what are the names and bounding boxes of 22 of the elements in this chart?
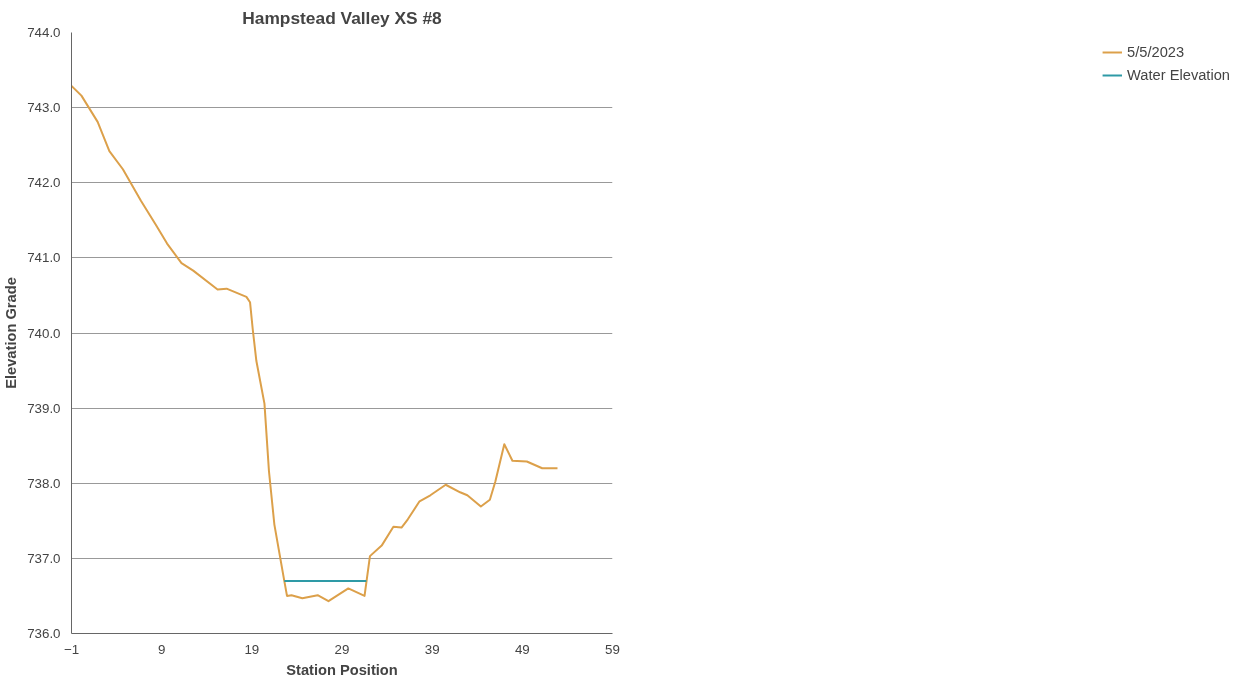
x-tick-label: 59 <box>605 641 620 657</box>
x-tick-label: 29 <box>334 641 350 657</box>
y-axis-title: Elevation Grade <box>3 277 20 389</box>
x-tick-label: 49 <box>514 641 530 657</box>
y-tick-label: 740.0 <box>27 325 61 341</box>
y-tick-label: 741.0 <box>27 250 61 266</box>
x-tick-label: −1 <box>63 641 80 657</box>
x-tick-label: 39 <box>424 641 440 657</box>
y-tick-label: 737.0 <box>27 550 61 566</box>
y-tick-label: 736.0 <box>27 626 61 641</box>
y-tick-label: 739.0 <box>27 400 61 416</box>
line-series <box>71 84 559 603</box>
x-tick-label: 19 <box>244 641 260 657</box>
y-tick-label: 738.0 <box>27 475 61 491</box>
legend-label: Water Elevation <box>1127 67 1230 83</box>
y-tick-label: 744.0 <box>27 25 61 40</box>
y-tick-label: 742.0 <box>27 175 61 191</box>
chart-title: Hampstead Valley XS #8 <box>242 7 443 28</box>
legend-label: 5/5/2023 <box>1127 44 1185 60</box>
x-axis-title: Station Position <box>286 661 398 678</box>
x-tick-label: 9 <box>157 641 166 657</box>
y-tick-label: 743.0 <box>27 100 61 116</box>
